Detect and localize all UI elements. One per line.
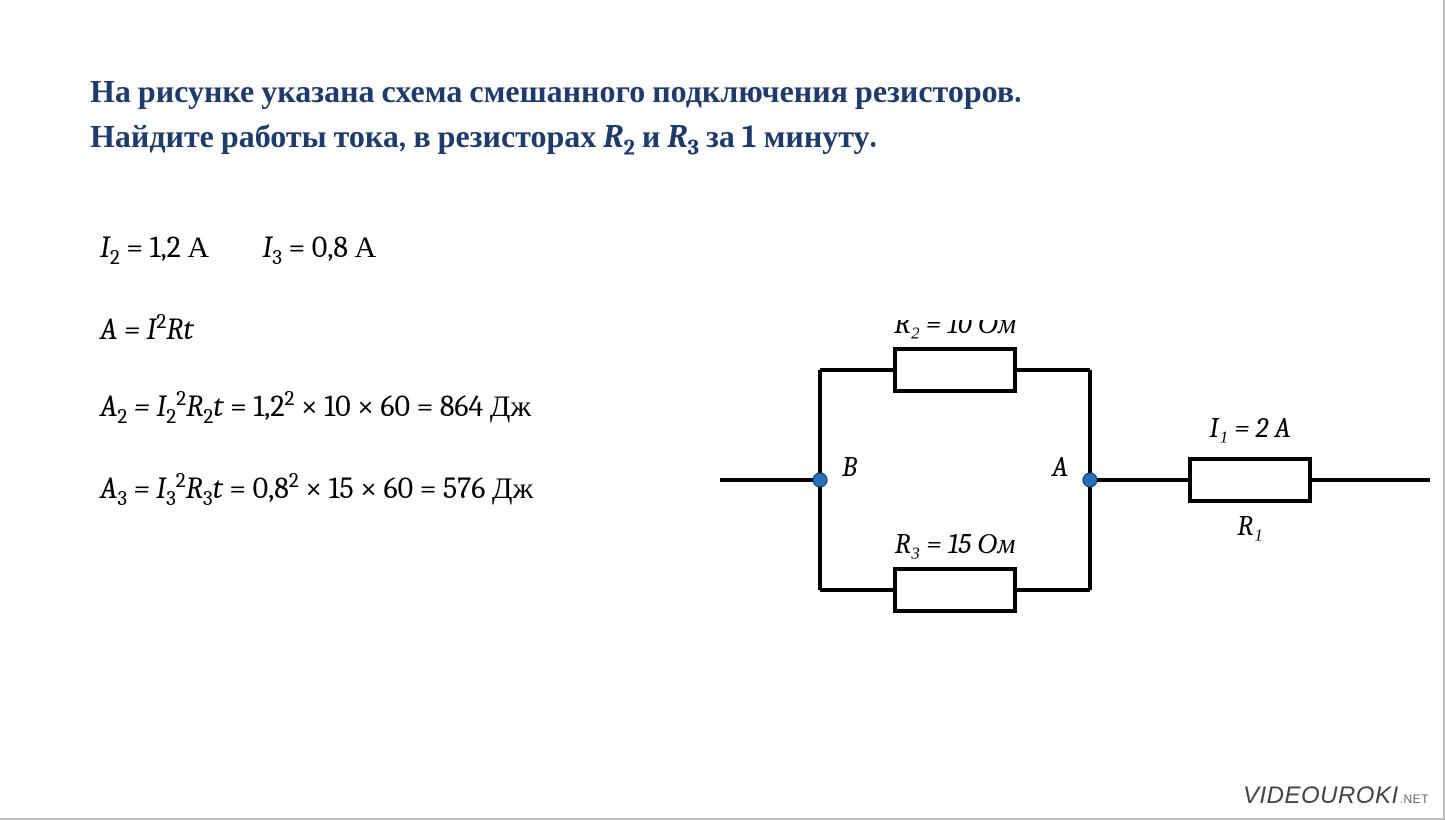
title-line2a: Найдите работы тока, в резисторах xyxy=(90,118,603,155)
a3-sub: 3 xyxy=(117,487,127,511)
slide: На рисунке указана схема смешанного подк… xyxy=(0,0,1445,820)
title-r2-sym: R xyxy=(603,118,623,155)
title-r3-sym: R xyxy=(667,118,687,155)
a-sym: A xyxy=(100,312,117,347)
a-sup: 2 xyxy=(156,310,166,334)
a-tail: Rt xyxy=(166,312,193,347)
a3-num: = 0,8 xyxy=(223,471,289,506)
a2-num: = 1,2 xyxy=(224,389,285,424)
a2-num-sup: 2 xyxy=(285,387,295,411)
title-r3: R3 xyxy=(667,118,699,155)
svg-text:R₃ = 15 Ом: R₃ = 15 Ом xyxy=(895,528,1016,560)
eq-a2: A2 = I22R2t = 1,22 × 10 × 60 = 864 Дж xyxy=(100,387,700,429)
svg-text:B: B xyxy=(841,451,858,483)
eq-currents: I2 = 1,2 А I3 = 0,8 А xyxy=(100,230,700,270)
svg-text:A: A xyxy=(1051,451,1068,483)
problem-title: На рисунке указана схема смешанного подк… xyxy=(90,70,1350,164)
a2-mid-sub: 2 xyxy=(166,405,176,429)
i2-sub: 2 xyxy=(110,246,120,270)
a-rhs: = I xyxy=(117,312,156,347)
a3-mid-sub: 3 xyxy=(166,487,176,511)
i2-sym: I xyxy=(100,230,110,265)
a3-r-sub: 3 xyxy=(203,487,213,511)
i3-sub: 3 xyxy=(272,246,282,270)
a3-t: t xyxy=(213,471,223,506)
eq-formula: A = I2Rt xyxy=(100,310,700,347)
svg-text:R₁: R₁ xyxy=(1237,510,1263,542)
title-and: и xyxy=(635,118,668,155)
a2-sub: 2 xyxy=(117,405,127,429)
title-r2: R2 xyxy=(603,118,635,155)
i3-sym: I xyxy=(262,230,272,265)
a2-tail: × 10 × 60 = 864 Дж xyxy=(294,389,531,424)
a2-mid: = I xyxy=(127,389,166,424)
title-line2b: за 1 минуту. xyxy=(699,118,877,155)
watermark-main: VIDEOUROKI xyxy=(1243,782,1399,809)
svg-text:I₁ = 2 A: I₁ = 2 A xyxy=(1209,412,1290,444)
title-r2-sub: 2 xyxy=(623,134,634,160)
title-r3-sub: 3 xyxy=(688,134,699,160)
a2-sym: A xyxy=(100,389,117,424)
a2-r: R xyxy=(186,389,203,424)
a2-t: t xyxy=(213,389,223,424)
i3-val: = 0,8 А xyxy=(282,230,376,265)
watermark-net: .NET xyxy=(1399,792,1429,806)
a2-r-sub: 2 xyxy=(203,405,213,429)
a3-num-sup: 2 xyxy=(289,469,299,493)
a3-sym: A xyxy=(100,471,117,506)
a3-r: R xyxy=(186,471,203,506)
svg-text:R₂ = 10 Ом: R₂ = 10 Ом xyxy=(894,320,1016,340)
eq-a3: A3 = I32R3t = 0,82 × 15 × 60 = 576 Дж xyxy=(100,469,700,511)
a3-tail: × 15 × 60 = 576 Дж xyxy=(299,471,533,506)
equations-block: I2 = 1,2 А I3 = 0,8 А A = I2Rt A2 = I22R… xyxy=(100,230,700,551)
i2-val: = 1,2 А xyxy=(120,230,209,265)
watermark: VIDEOUROKI.NET xyxy=(1243,782,1429,810)
a3-mid: = I xyxy=(127,471,166,506)
circuit-diagram: R₂ = 10 Ом R₃ = 15 Ом B A I₁ = 2 A R₁ xyxy=(690,320,1430,660)
a2-mid-sup: 2 xyxy=(176,387,186,411)
a3-mid-sup: 2 xyxy=(176,469,186,493)
title-line1: На рисунке указана схема смешанного подк… xyxy=(90,73,1021,110)
